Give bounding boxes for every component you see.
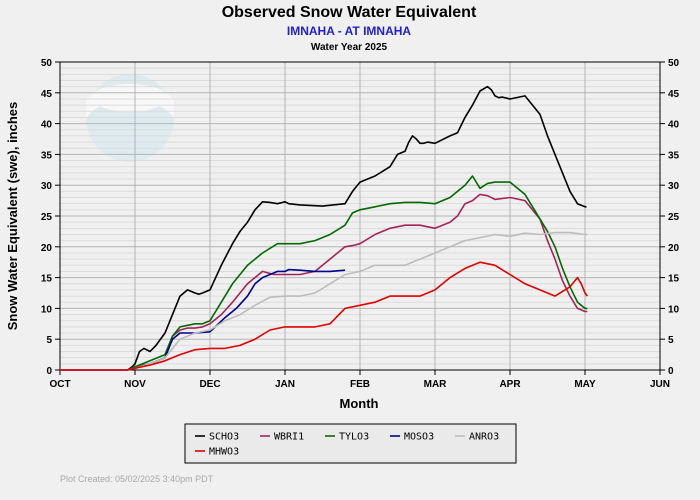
legend-label-scho3: SCHO3 (209, 432, 239, 443)
legend-box (184, 423, 517, 464)
y-tick-label-right: 15 (668, 274, 680, 285)
noaa-logo-watermark (86, 74, 174, 162)
y-tick-label-left: 10 (41, 304, 53, 315)
y-tick-label-left: 25 (41, 212, 53, 223)
grid-lines (60, 62, 660, 370)
x-tick-label: OCT (49, 379, 70, 390)
legend-label-tylo3: TYLO3 (339, 432, 369, 443)
y-tick-label-left: 50 (41, 58, 53, 69)
chart-subtitle-year: Water Year 2025 (311, 42, 388, 53)
y-tick-label-right: 25 (668, 212, 680, 223)
plot-created-footer: Plot Created: 05/02/2025 3:40pm PDT (60, 474, 214, 484)
legend-label-mhwo3: MHWO3 (209, 447, 239, 458)
x-tick-label: JAN (275, 379, 295, 390)
series-line-anro3 (60, 231, 588, 371)
series-lines (60, 85, 588, 371)
y-tick-label-left: 0 (46, 366, 52, 377)
y-tick-label-right: 50 (668, 58, 680, 69)
x-tick-label: MAR (424, 379, 448, 390)
legend-label-anro3: ANRO3 (469, 432, 499, 443)
x-axis-label: Month (340, 396, 379, 411)
x-tick-label: MAY (574, 379, 596, 390)
series-line-scho3 (60, 85, 587, 371)
x-tick-label: APR (499, 379, 521, 390)
series-line-tylo3 (60, 175, 588, 371)
y-tick-label-right: 0 (668, 366, 674, 377)
y-tick-label-right: 5 (668, 335, 674, 346)
legend-label-moso3: MOSO3 (404, 432, 434, 443)
y-tick-label-right: 30 (668, 181, 680, 192)
series-line-moso3 (60, 268, 346, 371)
y-tick-label-right: 10 (668, 304, 680, 315)
x-tick-label: NOV (124, 379, 146, 390)
chart-subtitle: IMNAHA - AT IMNAHA (287, 24, 412, 38)
y-tick-label-left: 20 (41, 243, 53, 254)
legend-label-wbri1: WBRI1 (274, 432, 304, 443)
y-tick-label-left: 45 (41, 89, 53, 100)
x-tick-label: FEB (350, 379, 370, 390)
y-tick-label-right: 20 (668, 243, 680, 254)
legend: SCHO3 WBRI1 TYLO3 MOSO3 ANRO3 MHWO3 (195, 432, 499, 458)
y-tick-label-right: 40 (668, 120, 680, 131)
y-tick-label-right: 35 (668, 150, 680, 161)
series-line-wbri1 (60, 193, 588, 371)
y-axis-label: Snow Water Equivalent (swe), inches (5, 102, 20, 331)
y-tick-label-left: 35 (41, 150, 53, 161)
y-tick-label-left: 30 (41, 181, 53, 192)
axis-ticks: OCT NOV DEC JAN FEB MAR APR MAY JUN 0 0 5 5 10 10 15 15 2… (41, 58, 680, 390)
series-line-mhwo3 (60, 261, 588, 371)
y-tick-label-right: 45 (668, 89, 680, 100)
x-tick-label: JUN (650, 379, 670, 390)
y-tick-label-left: 40 (41, 120, 53, 131)
y-tick-label-left: 15 (41, 274, 53, 285)
chart-title: Observed Snow Water Equivalent (222, 4, 477, 21)
y-tick-label-left: 5 (46, 335, 52, 346)
x-tick-label: DEC (199, 379, 220, 390)
